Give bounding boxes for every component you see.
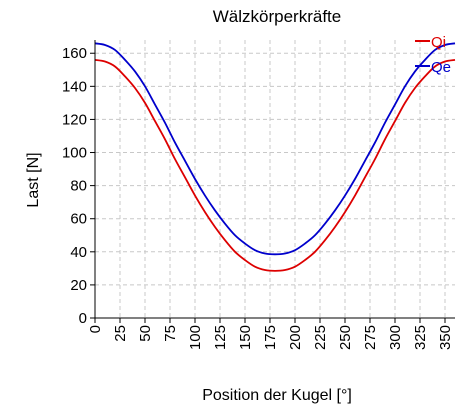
x-axis-label: Position der Kugel [°] (202, 387, 352, 404)
x-tick-label: 300 (387, 325, 404, 350)
y-tick-label: 140 (62, 78, 87, 95)
x-tick-label: 75 (162, 325, 179, 342)
y-tick-label: 80 (70, 178, 87, 195)
x-tick-label: 175 (262, 325, 279, 350)
y-ticks: 0 20 40 60 80 100 120 140 160 (62, 45, 95, 327)
plot-area (95, 40, 455, 318)
y-tick-label: 60 (70, 211, 87, 228)
y-axis-label: Last [N] (25, 152, 42, 207)
x-ticks: 0 25 50 75 100 125 150 175 200 225 250 275 300 325 350 (87, 318, 454, 350)
y-tick-label: 40 (70, 244, 87, 261)
series-layer (94, 42, 456, 272)
x-tick-label: 350 (437, 325, 454, 350)
legend-label-qe: Qe (431, 59, 451, 76)
x-tick-label: 50 (137, 325, 154, 342)
series-line-qi (94, 58, 456, 272)
legend-label-qi: Qi (431, 34, 446, 51)
x-tick-label: 225 (312, 325, 329, 350)
x-tick-label: 150 (237, 325, 254, 350)
y-tick-label: 160 (62, 45, 87, 62)
x-tick-label: 275 (362, 325, 379, 350)
x-tick-label: 100 (187, 325, 204, 350)
y-tick-label: 20 (70, 277, 87, 294)
y-tick-label: 100 (62, 145, 87, 162)
x-tick-label: 125 (212, 325, 229, 350)
y-tick-label: 120 (62, 111, 87, 128)
x-tick-label: 250 (337, 325, 354, 350)
legend: Qi Qe (415, 34, 451, 76)
x-tick-label: 200 (287, 325, 304, 350)
grid (94, 40, 455, 319)
chart-title: Wälzkörperkräfte (213, 7, 341, 26)
x-tick-label: 325 (412, 325, 429, 350)
x-tick-label: 0 (87, 325, 104, 333)
x-tick-label: 25 (112, 325, 129, 342)
y-tick-label: 0 (79, 310, 87, 327)
series-line-qe (94, 42, 456, 256)
